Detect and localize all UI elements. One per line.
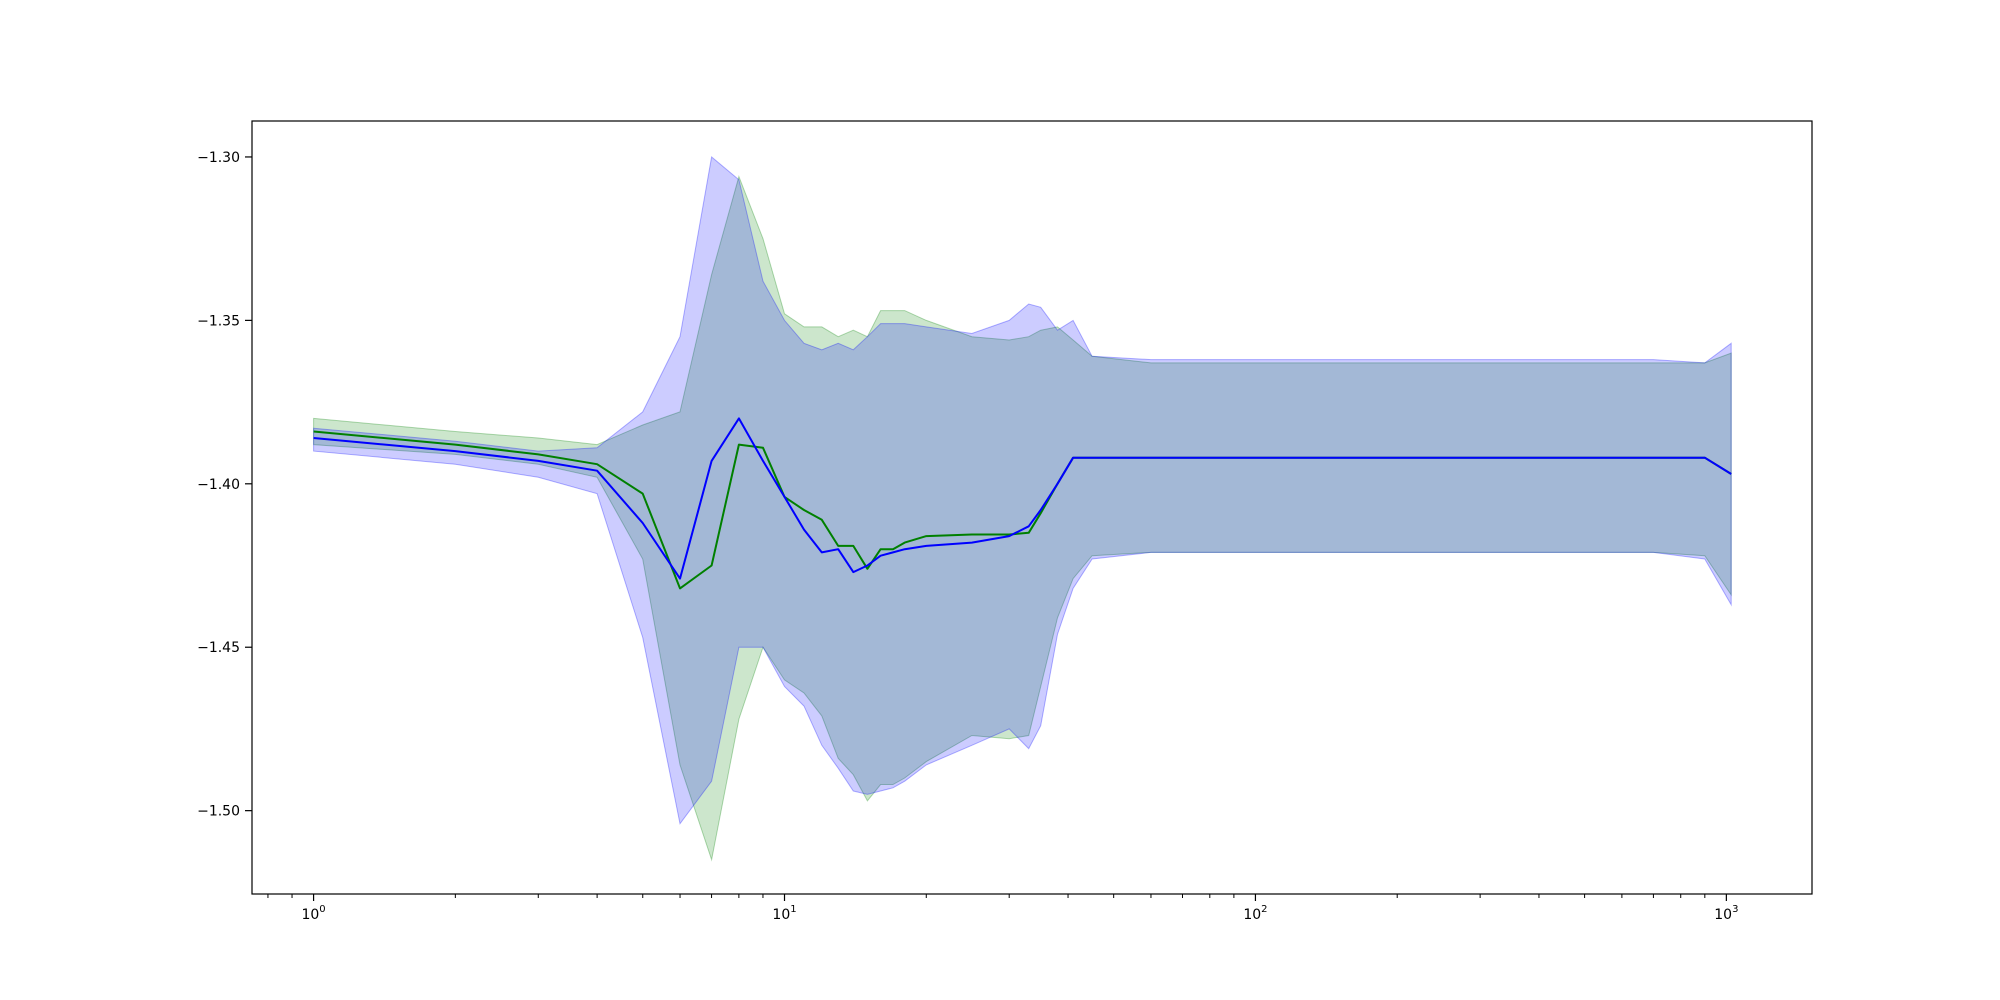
y-tick-label: −1.45 [197,640,240,656]
y-tick-label: −1.35 [197,313,240,329]
x-tick-label: 102 [1243,904,1267,923]
confidence-band-2 [313,156,1732,825]
confidence-bands [313,156,1732,862]
y-tick-label: −1.50 [197,804,240,820]
series-line-2 [313,417,1732,580]
confidence-band-1 [313,175,1732,862]
y-tick-label: −1.30 [197,150,240,166]
y-tick-label: −1.40 [197,477,240,493]
x-tick-label: 103 [1714,904,1738,923]
x-tick-label: 100 [301,904,325,923]
y-axis: −1.30 −1.35 −1.40 −1.45 −1.50 [197,150,252,820]
plot-frame [251,120,1813,895]
x-tick-label: 101 [772,904,796,923]
plot-area [252,121,1812,894]
x-axis: 100 101 102 103 [267,894,1738,923]
series-lines [313,417,1732,590]
